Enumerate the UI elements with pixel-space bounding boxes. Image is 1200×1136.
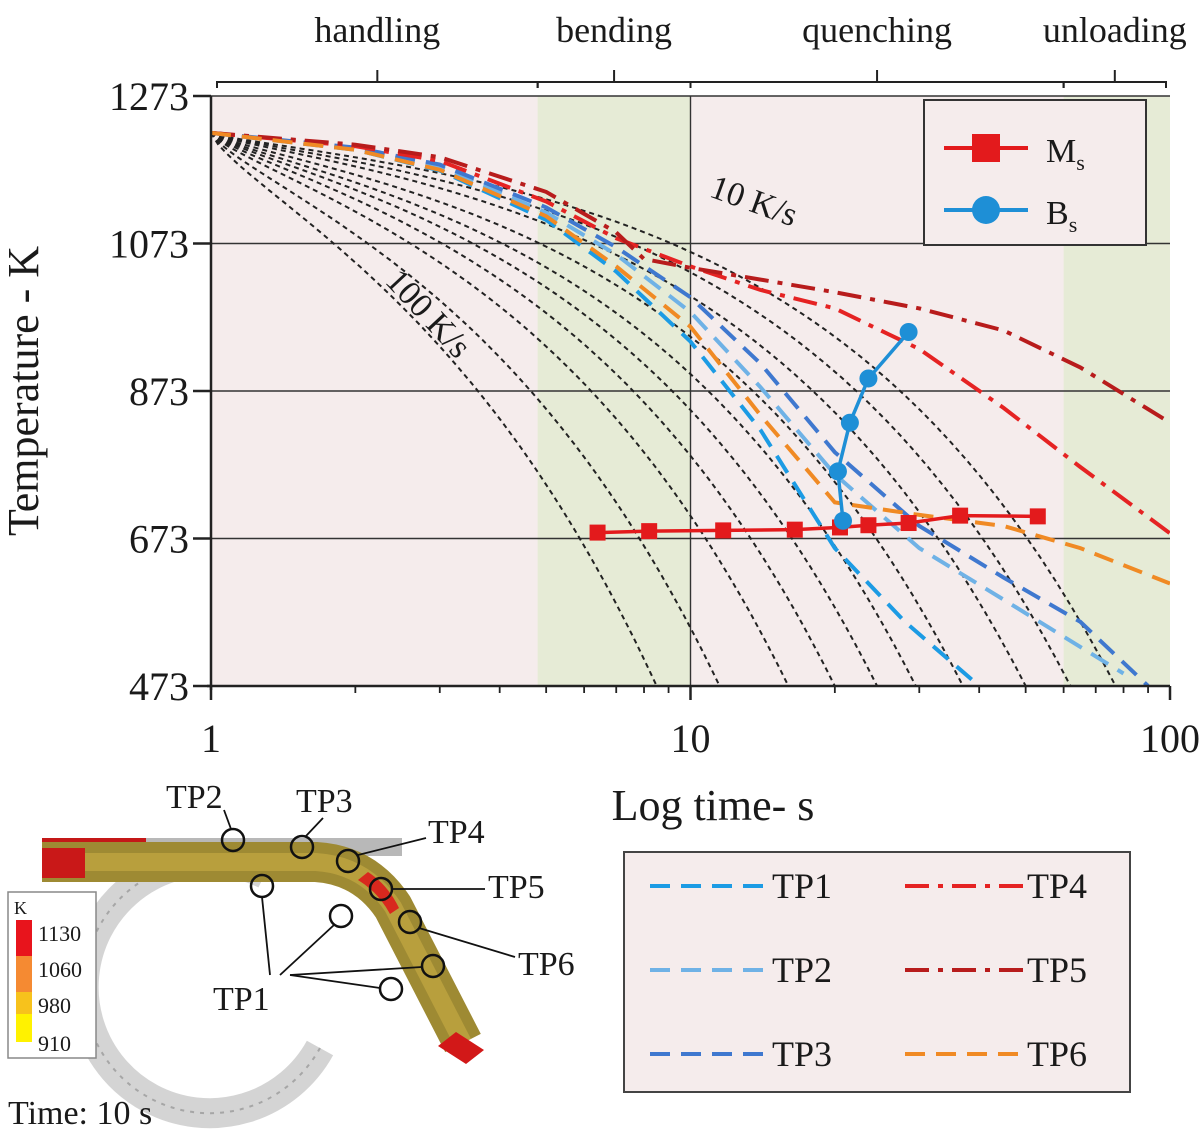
tp2-marker xyxy=(220,827,246,853)
legend-label-tp6: TP6 xyxy=(1027,1034,1087,1074)
leader-lines xyxy=(223,809,516,989)
y-tick-label-873: 873 xyxy=(129,369,189,414)
tp6-label: TP6 xyxy=(518,946,575,983)
x-tick-label-1: 1 xyxy=(201,716,221,761)
reference-curve-3 xyxy=(211,132,836,686)
reference-curve-2 xyxy=(211,132,790,686)
phase-label-quenching: quenching xyxy=(802,10,952,50)
ms-point-8 xyxy=(1029,508,1046,525)
x-tick-label-10: 10 xyxy=(671,716,711,761)
legend-label-tp2: TP2 xyxy=(772,950,832,990)
tp1-marker-b xyxy=(328,903,354,929)
colorbar-unit: K xyxy=(14,898,27,918)
colorbar-swatch-1 xyxy=(16,920,32,956)
colorbar-swatch-2 xyxy=(16,956,32,992)
ms-point-7 xyxy=(952,507,969,524)
reference-curve-9 xyxy=(211,131,1117,686)
bs-point-3 xyxy=(859,369,878,388)
phase-brackets: handling bending quenching unloading xyxy=(216,10,1187,88)
phase-bracket-quenching xyxy=(689,81,1065,88)
y-tick-label-473: 473 xyxy=(129,664,189,709)
tp6-marker-b xyxy=(420,953,446,979)
colorbar-swatch-3 xyxy=(16,992,32,1014)
tp5-label: TP5 xyxy=(488,869,545,906)
colorbar-value-2: 1060 xyxy=(38,957,82,982)
tp1-label: TP1 xyxy=(213,981,270,1018)
series-tp4 xyxy=(211,130,1170,535)
time-label: Time: 10 s xyxy=(8,1095,152,1132)
phase-bracket-handling xyxy=(216,81,539,88)
phase-label-unloading: unloading xyxy=(1043,10,1187,50)
tp6-marker xyxy=(397,909,423,935)
tp-curves xyxy=(211,130,1170,686)
series-tp3 xyxy=(211,130,1150,686)
y-tick-label-1273: 1273 xyxy=(109,74,189,119)
colorbar-value-4: 910 xyxy=(38,1031,71,1056)
bending-inset: TP2 TP3 TP4 TP5 TP6 TP1 K 1130 1060 980 … xyxy=(7,779,575,1132)
legend-label-ms: Ms xyxy=(1046,133,1085,175)
reference-curve-8 xyxy=(211,131,1072,686)
tp4-marker xyxy=(335,848,361,874)
legend-marker-bs xyxy=(972,196,1000,224)
tp3-marker xyxy=(289,834,315,860)
ms-point-1 xyxy=(641,523,658,540)
phase-label-bending: bending xyxy=(556,10,672,50)
y-tick-label-673: 673 xyxy=(129,517,189,562)
legend-label-tp4: TP4 xyxy=(1027,866,1087,906)
tp2-label: TP2 xyxy=(166,779,223,816)
ms-point-6 xyxy=(900,515,917,532)
phase-bracket-unloading xyxy=(1062,81,1167,88)
marker-legend: Ms Bs xyxy=(923,99,1147,246)
cooling-chart: 1273 1073 873 673 473 1 10 100 handling bending q… xyxy=(0,10,1200,830)
colorbar-value-3: 980 xyxy=(38,993,71,1018)
legend-marker-ms xyxy=(972,134,1000,162)
axes: 1273 1073 873 673 473 1 10 100 xyxy=(109,74,1200,761)
legend-label-tp5: TP5 xyxy=(1027,950,1087,990)
ms-point-2 xyxy=(715,522,732,539)
pipe-body xyxy=(42,842,484,1064)
colorbar: K 1130 1060 980 910 xyxy=(7,891,97,1059)
phase-bracket-bending xyxy=(536,81,692,88)
legend-label-tp3: TP3 xyxy=(772,1034,832,1074)
tp4-label: TP4 xyxy=(428,814,485,851)
series-tp6 xyxy=(211,130,1170,586)
legend-label-bs: Bs xyxy=(1046,195,1077,237)
legend-label-tp1: TP1 xyxy=(772,866,832,906)
reference-curve-6 xyxy=(211,131,964,686)
tp-legend-box xyxy=(623,851,1131,1093)
colorbar-value-1: 1130 xyxy=(38,921,81,946)
ms-point-3 xyxy=(786,521,803,538)
colorbar-swatch-4 xyxy=(16,1014,32,1042)
pipe-ring xyxy=(68,846,334,1129)
reference-cooling-curves xyxy=(211,131,1117,686)
bs-point-2 xyxy=(840,413,859,432)
x-tick-label-100: 100 xyxy=(1140,716,1200,761)
ms-point-5 xyxy=(860,517,877,534)
ms-point-0 xyxy=(589,524,606,541)
bs-point-1 xyxy=(828,462,847,481)
reference-curve-4 xyxy=(211,132,878,686)
tp1-marker-c xyxy=(378,976,404,1002)
transformation-series xyxy=(589,323,1046,541)
reference-curve-0 xyxy=(211,132,658,686)
y-axis-title: Temperature - K xyxy=(0,246,48,536)
reference-curve-7 xyxy=(211,131,1027,686)
phase-label-handling: handling xyxy=(314,10,440,50)
bs-point-4 xyxy=(899,323,918,341)
y-tick-label-1073: 1073 xyxy=(109,222,189,267)
bs-point-0 xyxy=(834,511,853,530)
reference-curve-5 xyxy=(211,132,917,686)
tp-legend: TP1 TP4 TP2 TP5 TP3 TP6 xyxy=(623,851,1131,1093)
tp3-label: TP3 xyxy=(296,783,353,820)
marker-legend-box xyxy=(923,99,1147,246)
x-axis-title: Log time- s xyxy=(612,781,815,830)
